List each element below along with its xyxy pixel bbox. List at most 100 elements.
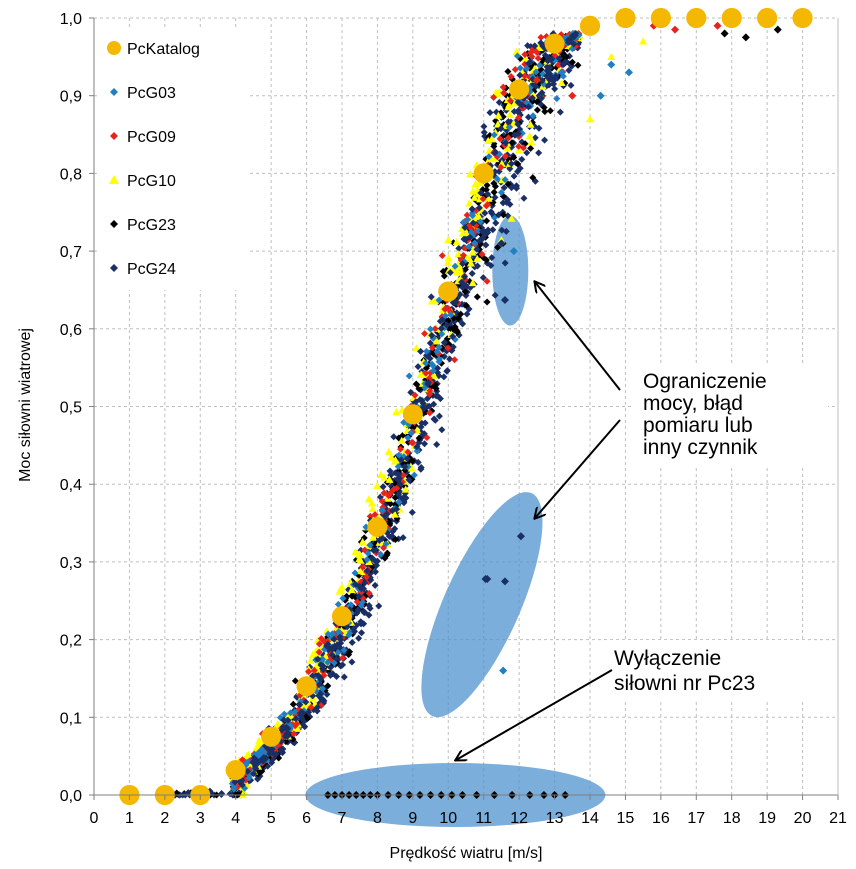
point-pckatalog [402, 404, 423, 425]
cloud-point [497, 188, 505, 196]
cloud-point [501, 176, 509, 184]
cloud-point [419, 400, 427, 408]
cloud-point [545, 81, 553, 89]
cloud-point [505, 156, 513, 164]
cloud-point [449, 332, 457, 340]
cloud-point [252, 765, 260, 773]
cloud-point [521, 55, 530, 63]
cloud-point [355, 550, 364, 558]
cloud-point [553, 95, 561, 103]
cloud-point [494, 243, 502, 251]
cloud-point [483, 277, 491, 285]
cloud-point [505, 100, 514, 108]
cloud-point [534, 54, 542, 62]
cloud-point [394, 490, 402, 498]
y-axis-title: Moc siłowni wiatrowej [17, 328, 34, 482]
cloud-point [468, 205, 476, 213]
cloud-point [365, 589, 373, 597]
cloud-point [254, 775, 262, 783]
cloud-point [497, 163, 505, 171]
cloud-point [510, 172, 518, 180]
x-tick-label: 4 [231, 810, 240, 827]
cloud-point [355, 554, 364, 563]
cloud-point [488, 209, 496, 217]
cloud-point [424, 378, 432, 386]
cloud-point [296, 701, 304, 709]
x-tick-labels: 0 1 2 3 4 5 6 7 8 9 10 11 12 13 14 15 16 17 18 19 20 21 [90, 795, 847, 827]
cloud-point [345, 631, 353, 639]
cloud-point [423, 434, 431, 442]
cloud-point [526, 120, 535, 128]
cloud-point [407, 388, 415, 396]
cloud-point [528, 94, 536, 102]
cloud-point [430, 371, 439, 379]
cloud-point [441, 305, 449, 313]
point-pcg10 [639, 37, 648, 45]
cloud-point [315, 681, 323, 689]
cloud-point [435, 355, 443, 363]
y-tick-label: 0,5 [60, 400, 82, 417]
cloud-point [401, 485, 410, 493]
y-tick-label: 0,4 [60, 477, 82, 494]
cloud-point [459, 260, 467, 268]
cloud-point [451, 262, 459, 270]
annotation-1-line-3: pomiaru lub [643, 414, 753, 437]
cloud-point [466, 170, 475, 178]
annotation-2-line-2: siłowni nr Pc23 [614, 672, 755, 695]
cloud-point [337, 583, 346, 591]
cloud-point [359, 563, 367, 571]
cloud-point [315, 692, 323, 700]
legend-label: PcG23 [127, 217, 176, 234]
cloud-point [502, 139, 510, 147]
cloud-point [521, 50, 529, 58]
point-pcg03 [557, 68, 566, 77]
cloud-point [411, 391, 419, 399]
cloud-point [443, 367, 451, 375]
cloud-point [490, 131, 498, 139]
cloud-point [368, 504, 377, 513]
cloud-point [404, 434, 412, 442]
cloud-point [485, 153, 493, 161]
cloud-point [283, 723, 291, 731]
point-pckatalog [332, 606, 352, 627]
cloud-point [289, 735, 297, 743]
cloud-point [363, 556, 371, 564]
cloud-point [531, 134, 539, 142]
cloud-point [415, 385, 423, 393]
cloud-point [385, 475, 394, 483]
cloud-point [466, 233, 474, 241]
cloud-point [514, 120, 522, 128]
cloud-point [541, 108, 549, 116]
cloud-point [314, 655, 322, 663]
cloud-point [426, 387, 434, 395]
cloud-point [555, 61, 563, 69]
cloud-point [500, 184, 508, 192]
x-tick-label: 3 [196, 810, 205, 827]
legend-label: PcG24 [127, 261, 176, 278]
cloud-point [429, 367, 437, 375]
cloud-point [426, 409, 434, 417]
cloud-point [259, 757, 267, 765]
cloud-point [444, 236, 453, 244]
cloud-point [483, 181, 491, 189]
cloud-point [277, 747, 285, 755]
cloud-point [418, 419, 426, 427]
cloud-point [328, 651, 336, 659]
cloud-point [423, 347, 431, 355]
cloud-point [538, 89, 546, 97]
point-pcg10 [586, 115, 594, 123]
cloud-point [476, 218, 484, 226]
cloud-point [490, 188, 498, 196]
cloud-point [458, 278, 466, 286]
cloud-point [383, 494, 392, 502]
point-pcg09 [568, 91, 577, 100]
point-pckatalog [261, 726, 282, 747]
cloud-point [339, 594, 347, 602]
cloud-point [499, 199, 507, 207]
cloud-point [380, 473, 389, 481]
cloud-point [473, 293, 481, 301]
annotations: Ograniczenie mocy, błąd pomiaru lub inny… [456, 282, 828, 760]
cloud-point [531, 42, 539, 50]
point-pckatalog [367, 516, 388, 537]
cloud-point [422, 364, 430, 372]
